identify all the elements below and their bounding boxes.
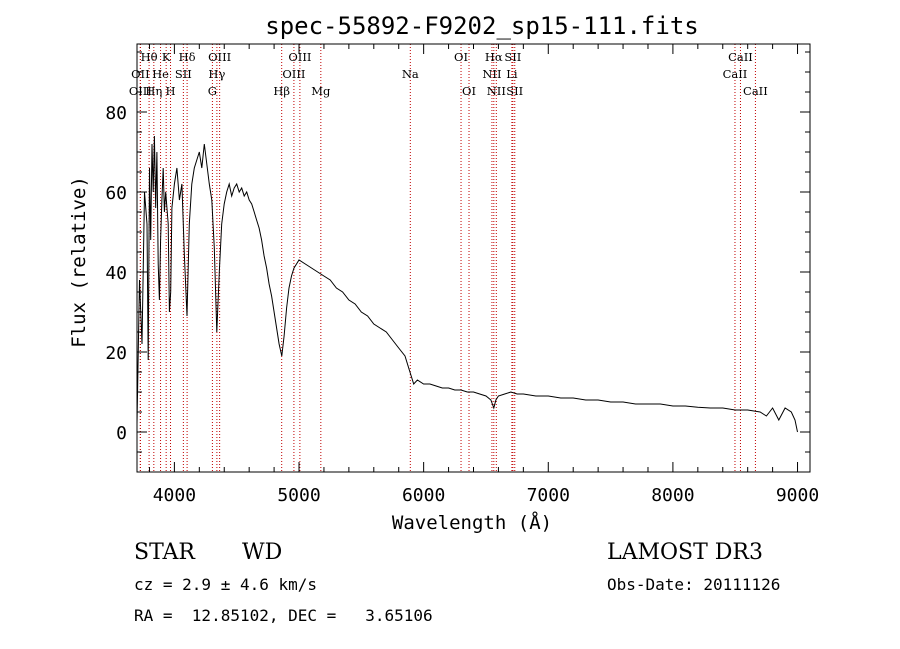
line-label: OIII — [129, 84, 152, 98]
line-label: SII — [175, 67, 192, 81]
line-label: He — [152, 67, 169, 81]
line-label: Hθ — [141, 50, 158, 64]
y-tick-label: 60 — [105, 183, 127, 204]
obs-date-text: Obs-Date: 20111126 — [607, 575, 781, 594]
line-label: OIII — [288, 50, 311, 64]
redshift-text: cz = 2.9 ± 4.6 km/s — [134, 575, 318, 594]
coords-text: RA = 12.85102, DEC = 3.65106 — [134, 606, 433, 625]
survey-label: LAMOST DR3 — [607, 540, 763, 565]
line-label: Hβ — [273, 84, 290, 98]
line-label: OIII — [208, 50, 231, 64]
x-tick-label: 8000 — [651, 485, 694, 506]
line-label: OII — [131, 67, 150, 81]
line-label: Na — [402, 67, 419, 81]
line-label: CaII — [743, 84, 768, 98]
line-label: CaII — [728, 50, 753, 64]
y-tick-label: 80 — [105, 103, 127, 124]
class-label: STAR — [134, 540, 195, 565]
y-axis: 0 20 40 60 80 — [105, 51, 810, 473]
line-label: G — [208, 84, 217, 98]
line-label: H — [166, 84, 176, 98]
subclass-label: WD — [242, 540, 283, 565]
line-label: SII — [504, 50, 521, 64]
line-label: Hη — [145, 84, 162, 98]
x-tick-label: 5000 — [277, 485, 320, 506]
line-label: CaII — [723, 67, 748, 81]
line-label: Li — [506, 67, 518, 81]
x-axis: 4000 5000 6000 7000 8000 9000 — [148, 44, 819, 506]
line-label: OIII — [282, 67, 305, 81]
line-label: Hδ — [179, 50, 196, 64]
line-label: OI — [454, 50, 468, 64]
y-tick-label: 20 — [105, 343, 127, 364]
line-label: K — [162, 50, 171, 64]
x-tick-label: 4000 — [153, 485, 196, 506]
line-label: OI — [462, 84, 476, 98]
y-axis-label: Flux (relative) — [68, 176, 90, 348]
line-label: Mg — [311, 84, 331, 98]
x-tick-label: 7000 — [527, 485, 570, 506]
line-label: NII — [482, 67, 501, 81]
chart-title: spec-55892-F9202_sp15-111.fits — [265, 12, 698, 40]
line-label: Hα — [485, 50, 503, 64]
y-tick-label: 40 — [105, 263, 127, 284]
x-tick-label: 9000 — [776, 485, 819, 506]
line-label: SII — [506, 84, 523, 98]
line-label: NII — [487, 84, 506, 98]
line-markers — [139, 44, 756, 472]
x-axis-label: Wavelength (Å) — [392, 511, 552, 534]
line-label: Hγ — [208, 67, 225, 81]
x-tick-label: 6000 — [402, 485, 445, 506]
flux-line — [136, 135, 798, 433]
y-tick-label: 0 — [116, 423, 127, 444]
